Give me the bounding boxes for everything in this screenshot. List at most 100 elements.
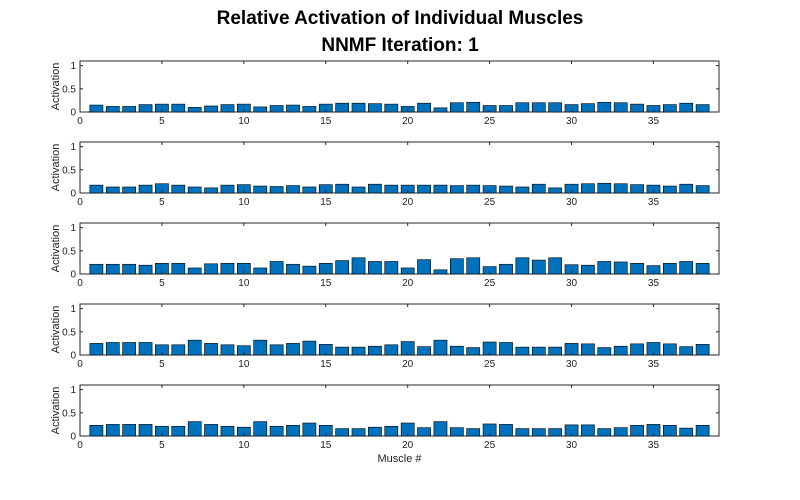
- bar-muscle-14: [302, 186, 317, 194]
- x-tick-label: 15: [320, 197, 332, 208]
- y-tick-label: 1: [70, 304, 76, 315]
- bar-muscle-18: [368, 103, 382, 113]
- bar-muscle-7: [187, 267, 202, 275]
- bar-muscle-38: [695, 425, 710, 437]
- bar-muscle-8: [204, 424, 218, 437]
- bar-muscle-9: [220, 104, 235, 113]
- bar-muscle-34: [630, 184, 644, 194]
- bar-muscle-14: [302, 106, 317, 113]
- bar-muscle-17: [351, 257, 366, 275]
- x-tick-label: 25: [484, 116, 496, 127]
- bar-muscle-27: [515, 257, 530, 275]
- x-axis-label: Muscle #: [377, 453, 422, 465]
- bar-muscle-13: [286, 263, 300, 275]
- x-tick-label: 10: [238, 197, 250, 208]
- y-axis-label: Activation: [50, 387, 62, 435]
- y-tick-label: 0.5: [62, 408, 76, 419]
- x-tick-label: 15: [320, 440, 332, 451]
- bar-muscle-11: [253, 339, 268, 356]
- x-tick-label: 20: [402, 440, 414, 451]
- x-tick-label: 0: [77, 359, 83, 370]
- bar-muscle-24: [466, 257, 481, 275]
- bar-muscle-22: [433, 107, 448, 113]
- bar-muscle-28: [531, 346, 546, 356]
- bar-muscle-31: [581, 424, 595, 437]
- y-tick-label: 0.5: [62, 165, 76, 176]
- bar-muscle-21: [417, 102, 431, 113]
- bar-muscle-17: [351, 102, 366, 113]
- bar-muscle-23: [449, 102, 464, 113]
- bar-muscle-17: [351, 346, 366, 356]
- bar-muscle-33: [613, 102, 628, 113]
- bar-muscle-12: [269, 425, 284, 437]
- y-tick-label: 1: [70, 223, 76, 234]
- bar-muscle-24: [466, 101, 481, 113]
- x-tick-label: 0: [77, 440, 83, 451]
- bar-muscle-2: [105, 424, 120, 437]
- x-tick-label: 0: [77, 116, 83, 127]
- bar-muscle-11: [253, 421, 268, 437]
- bar-muscle-37: [679, 102, 694, 113]
- bar-muscle-2: [105, 106, 120, 113]
- bar-muscle-36: [662, 425, 677, 437]
- bar-muscle-19: [384, 425, 399, 437]
- bar-muscle-7: [187, 339, 202, 356]
- bar-muscle-17: [351, 186, 366, 194]
- bar-muscle-21: [417, 346, 431, 356]
- bar-muscle-28: [531, 102, 546, 113]
- x-tick-label: 5: [159, 359, 165, 370]
- y-tick-label: 0: [70, 189, 76, 200]
- bar-muscle-18: [368, 183, 382, 194]
- x-tick-label: 25: [484, 278, 496, 289]
- bar-muscle-21: [417, 259, 431, 275]
- bar-muscle-24: [466, 184, 481, 194]
- y-tick-label: 0: [70, 432, 76, 443]
- bar-muscle-36: [662, 343, 677, 356]
- bar-muscle-28: [531, 428, 546, 437]
- bar-muscle-11: [253, 267, 268, 275]
- y-tick-label: 0: [70, 351, 76, 362]
- subplot-1: 0 5 10 15 20 25 30 35 0 0.5 1 Activation: [50, 60, 720, 127]
- y-axis-label: Activation: [50, 63, 62, 111]
- x-tick-label: 5: [159, 197, 165, 208]
- x-tick-label: 15: [320, 359, 332, 370]
- bar-muscle-8: [204, 105, 218, 113]
- x-tick-label: 20: [402, 197, 414, 208]
- bar-muscle-18: [368, 345, 382, 356]
- bar-muscle-9: [220, 263, 235, 275]
- bar-muscle-6: [171, 344, 186, 356]
- bar-muscle-38: [695, 185, 710, 194]
- bar-muscle-19: [384, 103, 399, 113]
- x-tick-label: 20: [402, 278, 414, 289]
- bar-muscle-23: [449, 345, 464, 356]
- bar-muscle-7: [187, 107, 202, 113]
- x-tick-label: 20: [402, 116, 414, 127]
- bar-muscle-21: [417, 427, 431, 437]
- bar-muscle-23: [449, 185, 464, 194]
- x-tick-label: 25: [484, 197, 496, 208]
- bar-muscle-16: [335, 260, 350, 275]
- bar-muscle-32: [597, 101, 612, 113]
- bar-muscle-16: [335, 346, 350, 356]
- bar-muscle-37: [679, 346, 694, 356]
- bar-muscle-32: [597, 182, 612, 194]
- subplot-4: 0 5 10 15 20 25 30 35 0 0.5 1 Activation: [50, 303, 720, 370]
- bar-muscle-38: [695, 344, 710, 356]
- bar-muscle-3: [122, 186, 137, 194]
- y-axis-label: Activation: [50, 306, 62, 354]
- bar-muscle-8: [204, 343, 218, 356]
- bar-muscle-1: [89, 184, 104, 194]
- bar-muscle-34: [630, 343, 644, 356]
- bar-muscle-37: [679, 183, 694, 194]
- bar-muscle-26: [499, 105, 513, 113]
- bar-muscle-31: [581, 103, 595, 113]
- figure-title-line2: NNMF Iteration: 1: [321, 35, 479, 56]
- bar-muscle-3: [122, 106, 137, 113]
- y-tick-label: 0: [70, 108, 76, 119]
- axes-box: [79, 384, 720, 437]
- bar-muscle-9: [220, 425, 235, 437]
- bar-muscle-18: [368, 261, 382, 275]
- subplot-5: 0 5 10 15 20 25 30 35 0 0.5 1 Activation Muscle #: [50, 384, 720, 465]
